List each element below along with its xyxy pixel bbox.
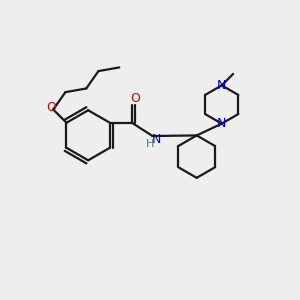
Text: H: H xyxy=(146,139,154,149)
Text: N: N xyxy=(217,117,226,130)
Text: O: O xyxy=(46,101,56,114)
Text: O: O xyxy=(130,92,140,104)
Text: N: N xyxy=(152,133,161,146)
Text: N: N xyxy=(217,79,226,92)
